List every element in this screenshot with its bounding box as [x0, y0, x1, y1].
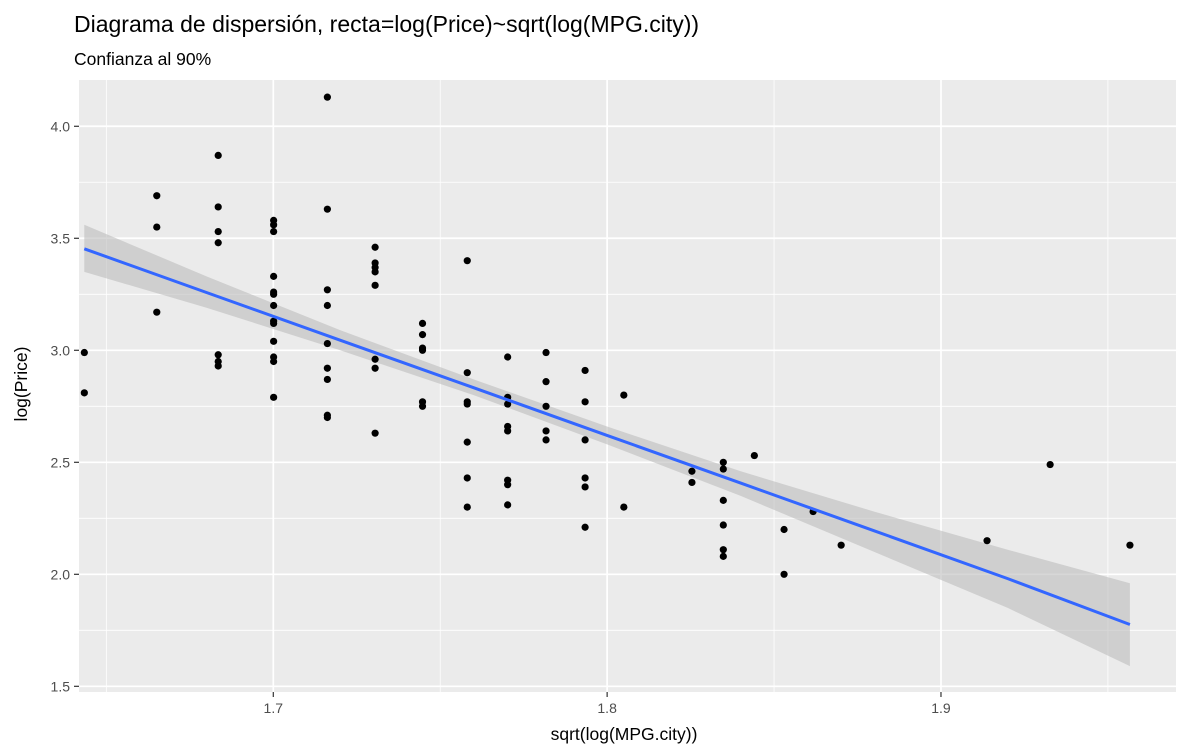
x-axis-title: sqrt(log(MPG.city)): [551, 724, 698, 744]
data-point: [418, 319, 427, 328]
chart-subtitle: Confianza al 90%: [74, 49, 211, 69]
confidence-band: [84, 224, 1130, 667]
data-point: [719, 546, 727, 554]
data-point: [542, 348, 550, 357]
data-point: [837, 541, 845, 549]
data-point: [371, 355, 379, 363]
data-point: [780, 570, 788, 578]
data-point: [983, 537, 991, 545]
data-point: [270, 357, 278, 366]
data-point: [719, 552, 727, 560]
data-point: [214, 362, 222, 370]
data-point: [371, 281, 379, 289]
data-point: [270, 319, 278, 328]
chart-title: Diagrama de dispersión, recta=log(Price)…: [74, 11, 699, 37]
data-point: [688, 478, 696, 487]
data-point: [418, 331, 427, 339]
data-point: [581, 366, 589, 375]
data-point: [371, 268, 379, 276]
data-points: [80, 93, 1134, 578]
data-point: [323, 375, 331, 384]
major-gridlines: [79, 80, 1176, 692]
data-point: [214, 227, 222, 236]
data-point: [463, 503, 471, 511]
data-point: [323, 413, 331, 422]
data-point: [323, 301, 331, 310]
data-point: [719, 521, 727, 529]
data-point: [80, 389, 88, 397]
data-point: [323, 286, 331, 294]
data-point: [323, 93, 331, 101]
data-point: [1046, 460, 1054, 469]
data-point: [719, 496, 727, 504]
data-point: [504, 481, 512, 489]
data-point: [418, 346, 427, 354]
data-point: [153, 192, 161, 200]
data-point: [270, 393, 278, 401]
data-point: [371, 429, 379, 437]
data-point: [542, 378, 550, 386]
data-point: [153, 223, 161, 231]
data-point: [688, 467, 696, 475]
data-point: [620, 503, 628, 511]
data-point: [323, 364, 331, 372]
data-point: [270, 227, 278, 236]
data-point: [270, 221, 278, 229]
y-tick-label: 2.0: [51, 566, 71, 582]
data-point: [504, 501, 512, 509]
data-point: [719, 458, 727, 466]
data-point: [504, 400, 512, 408]
data-point: [750, 451, 758, 460]
data-point: [371, 243, 379, 251]
data-point: [463, 400, 471, 408]
data-point: [270, 272, 278, 280]
data-point: [542, 402, 550, 410]
data-point: [581, 436, 589, 444]
data-point: [542, 427, 550, 435]
data-point: [214, 203, 222, 211]
data-point: [620, 391, 628, 399]
regression-line: [83, 247, 1131, 626]
data-point: [214, 151, 222, 160]
data-point: [463, 369, 471, 377]
data-point: [581, 398, 589, 406]
data-point: [323, 339, 331, 348]
data-point: [504, 427, 512, 435]
x-tick-label: 1.7: [264, 700, 284, 716]
data-point: [270, 290, 278, 298]
data-point: [270, 301, 278, 310]
data-point: [542, 436, 550, 444]
data-point: [504, 353, 512, 361]
y-tick-label: 3.0: [51, 342, 71, 358]
data-point: [463, 257, 471, 265]
y-tick-label: 4.0: [51, 118, 71, 134]
data-point: [780, 525, 788, 534]
data-point: [581, 474, 589, 482]
data-point: [323, 205, 331, 213]
data-point: [270, 337, 278, 345]
data-point: [214, 239, 222, 247]
data-point: [463, 474, 471, 482]
minor-gridlines: [79, 80, 1176, 692]
data-point: [1126, 541, 1134, 549]
axes: 1.7 1.8 1.9 1.5 2.0 2.5 3.0 3.5 4.0: [51, 118, 951, 716]
x-tick-label: 1.8: [597, 700, 617, 716]
y-axis-title: log(Price): [11, 347, 31, 422]
y-tick-label: 2.5: [51, 454, 71, 470]
y-tick-label: 1.5: [51, 678, 71, 694]
data-point: [418, 402, 427, 410]
data-point: [463, 438, 471, 446]
data-point: [214, 351, 222, 359]
data-point: [719, 465, 727, 473]
x-tick-label: 1.9: [931, 700, 951, 716]
data-point: [581, 523, 589, 531]
data-point: [80, 348, 88, 357]
data-point: [581, 483, 589, 491]
y-tick-label: 3.5: [51, 230, 71, 246]
data-point: [371, 364, 379, 372]
data-point: [153, 308, 161, 316]
